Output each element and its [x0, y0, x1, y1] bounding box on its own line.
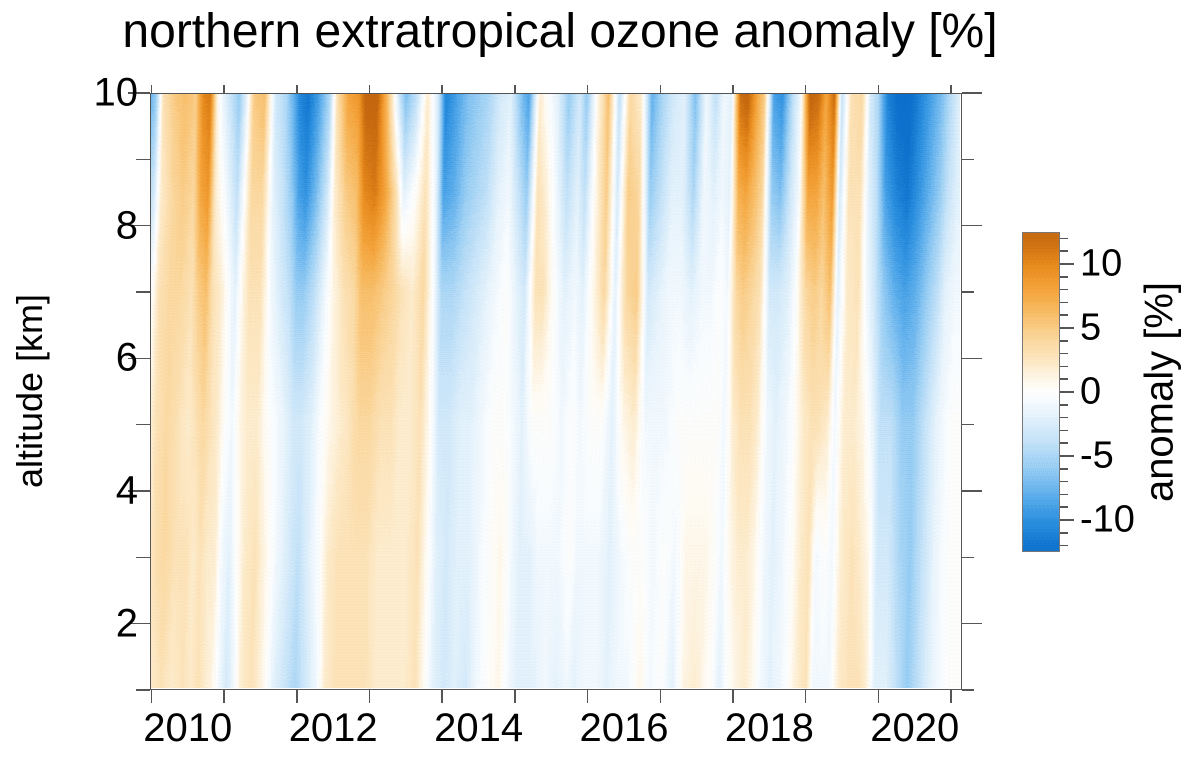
y-axis-tick-right — [962, 622, 982, 625]
colorbar-tick — [1060, 519, 1074, 521]
y-axis-tick-right — [962, 291, 974, 293]
x-tick-label: 2020 — [870, 706, 960, 750]
y-axis-tick-right — [962, 224, 982, 227]
x-axis-tick-top — [514, 85, 516, 93]
colorbar-tick — [1060, 301, 1068, 304]
colorbar-tick — [1060, 442, 1068, 444]
x-tick-label: 2016 — [579, 706, 669, 750]
x-axis-tick-top — [223, 85, 225, 93]
colorbar-tick — [1060, 352, 1068, 355]
x-axis-tick-top — [441, 85, 443, 93]
x-axis-tick — [732, 690, 734, 703]
colorbar-tick — [1060, 493, 1068, 496]
y-axis-tick — [136, 689, 150, 691]
colorbar-tick-label: 10 — [1080, 242, 1123, 285]
colorbar-tick-label: -10 — [1080, 498, 1135, 541]
heatmap-canvas — [151, 94, 960, 688]
colorbar-tick — [1060, 365, 1068, 368]
y-axis-tick-right — [962, 357, 982, 360]
colorbar-label: anomaly [%] — [1137, 281, 1182, 503]
colorbar-tick — [1060, 340, 1068, 342]
x-axis-tick — [514, 690, 516, 703]
y-axis-tick-right — [962, 556, 974, 559]
colorbar-tick — [1060, 391, 1074, 393]
x-axis-tick — [296, 690, 298, 703]
x-axis-tick-top — [804, 85, 807, 93]
y-tick-label: 10 — [93, 70, 139, 115]
y-axis-tick — [128, 622, 150, 625]
colorbar-tick — [1060, 429, 1068, 432]
x-axis-tick-top — [877, 85, 880, 93]
colorbar-tick — [1060, 314, 1068, 316]
colorbar-tick — [1060, 250, 1068, 252]
y-axis-tick — [128, 224, 150, 227]
colorbar-tick — [1060, 404, 1068, 406]
x-axis-tick — [223, 690, 225, 703]
x-axis-tick-top — [150, 85, 153, 93]
x-axis-tick-top — [586, 85, 589, 93]
y-axis-tick — [136, 423, 150, 426]
colorbar-tick — [1060, 506, 1068, 508]
x-axis-tick-top — [659, 85, 662, 93]
colorbar-tick-label: 0 — [1080, 370, 1102, 413]
x-axis-tick — [586, 690, 589, 703]
colorbar-tick — [1060, 455, 1074, 457]
x-tick-label: 2012 — [288, 706, 378, 750]
x-axis-tick-top — [732, 85, 734, 93]
y-axis-tick — [136, 158, 150, 161]
y-axis-tick-right — [962, 490, 982, 492]
y-axis-tick-right — [962, 92, 982, 94]
y-axis-tick-right — [962, 158, 974, 161]
y-axis-tick — [128, 357, 150, 360]
colorbar-tick — [1060, 480, 1068, 483]
x-axis-tick-top — [950, 85, 952, 93]
x-axis-tick-top — [296, 85, 298, 93]
x-axis-tick — [368, 690, 371, 703]
colorbar-tick — [1060, 378, 1068, 380]
chart-title: northern extratropical ozone anomaly [%] — [122, 5, 998, 58]
colorbar-tick-label: 5 — [1080, 306, 1102, 349]
y-tick-label: 6 — [115, 335, 138, 380]
x-axis-tick — [950, 690, 952, 703]
y-axis-tick — [128, 490, 150, 492]
x-axis-tick — [804, 690, 807, 703]
y-tick-label: 4 — [115, 468, 138, 513]
colorbar-tick — [1060, 276, 1068, 278]
colorbar-tick — [1060, 327, 1074, 329]
y-axis-tick-right — [962, 423, 974, 426]
colorbar — [1022, 232, 1060, 552]
y-tick-label: 8 — [115, 203, 138, 248]
y-axis-tick — [128, 92, 150, 94]
colorbar-canvas — [1023, 233, 1059, 551]
colorbar-tick — [1060, 468, 1068, 470]
x-tick-label: 2018 — [724, 706, 814, 750]
x-axis-tick — [150, 690, 153, 703]
y-axis-tick-right — [962, 689, 974, 691]
y-tick-label: 2 — [115, 601, 138, 646]
y-axis-tick — [136, 556, 150, 559]
x-axis-tick — [441, 690, 443, 703]
x-axis-tick-top — [368, 85, 371, 93]
colorbar-tick — [1060, 263, 1074, 265]
x-tick-label: 2014 — [434, 706, 524, 750]
y-axis-tick — [136, 291, 150, 293]
y-axis-label: altitude [km] — [9, 293, 50, 489]
x-axis-tick — [659, 690, 662, 703]
colorbar-tick — [1060, 544, 1068, 547]
x-axis-tick — [877, 690, 880, 703]
colorbar-tick — [1060, 532, 1068, 534]
x-tick-label: 2010 — [143, 706, 233, 750]
plot-frame — [150, 93, 962, 690]
colorbar-tick — [1060, 288, 1068, 291]
colorbar-tick-label: -5 — [1080, 434, 1114, 477]
colorbar-tick — [1060, 416, 1068, 419]
colorbar-tick — [1060, 237, 1068, 240]
